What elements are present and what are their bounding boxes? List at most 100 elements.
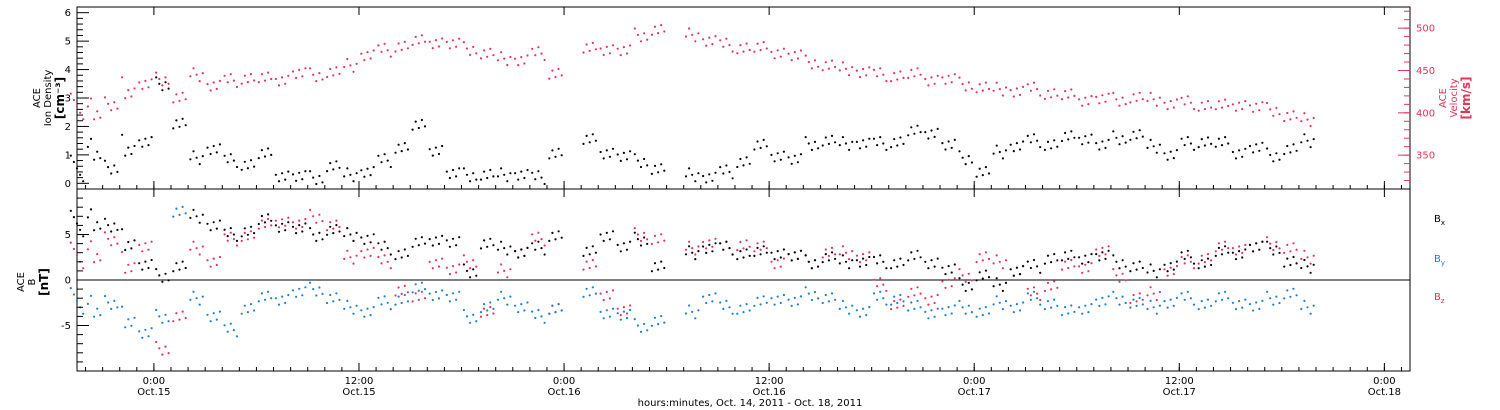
velocity-point [93,118,96,121]
density-point [594,139,598,142]
bx-point [885,267,888,270]
bz-point [475,265,478,268]
by-point [1163,300,1166,303]
bz-point [838,253,841,256]
by-point [99,314,102,317]
by-point [941,307,944,310]
bz-point [1112,268,1115,271]
velocity-point [793,51,796,54]
density-point [927,137,930,140]
bx-point [1180,251,1183,254]
velocity-point [178,99,181,102]
density-point [523,176,526,180]
bx-point [1015,266,1019,269]
bx-point [776,250,779,253]
density-point [941,142,944,145]
bz-point [181,310,184,313]
velocity-point [1155,104,1158,107]
bz-point [127,263,130,266]
velocity-point [981,89,984,92]
bz-point [599,292,602,295]
velocity-point [978,83,981,86]
velocity-point [263,79,267,82]
by-point [486,309,489,312]
by-point [465,315,469,318]
bz-point [218,255,221,259]
density-point [155,76,158,79]
by-point [599,310,602,313]
density-point [215,151,218,154]
by-point [933,315,936,318]
by-point [192,290,195,293]
bz-point [198,253,201,256]
bz-point [492,312,495,315]
velocity-point [1004,86,1008,89]
velocity-point [462,41,465,44]
by-point [739,304,742,307]
by-point [355,304,358,307]
bx-point [893,259,896,262]
velocity-point [1115,98,1118,101]
by-point [1189,297,1192,300]
density-point [184,124,187,127]
x-tick-label-date: Oct.16 [753,387,786,398]
by-point [782,293,786,297]
bx-point [281,222,284,225]
velocity-point [821,69,824,72]
bz-point [386,260,389,263]
bz-point [1115,274,1118,277]
density-point [1312,138,1315,141]
bx-point [773,258,776,261]
density-point [121,133,124,136]
by-point [332,300,335,303]
density-point [1152,145,1155,148]
bz-point [924,297,927,300]
density-point [1050,147,1053,150]
bx-point [1053,253,1056,256]
bx-point [862,257,865,260]
bx-point [719,242,722,245]
density-point [944,148,947,151]
velocity-point [257,81,260,84]
by-point [155,308,158,312]
bx-point [705,251,708,254]
density-point [172,127,175,130]
density-point [223,154,226,157]
density-point [636,159,640,162]
bz-point [660,233,663,236]
by-point [445,293,448,297]
by-point [736,312,739,315]
bx-point [1283,265,1286,268]
velocity-point [817,65,820,68]
bx-point [927,267,930,270]
bx-point [611,230,615,233]
bx-point [232,233,235,236]
density-point [441,144,444,148]
density-point [1289,151,1292,154]
by-point [394,303,397,306]
velocity-point [403,40,406,44]
bx-point [834,257,837,260]
bz-point [298,219,301,222]
by-point [257,300,260,303]
velocity-point [995,81,998,84]
density-point [448,176,451,180]
bz-point [779,265,782,268]
density-point [406,148,409,151]
bz-point [155,340,158,343]
by-point [714,292,717,295]
velocity-point [1206,100,1210,103]
bz-point [1266,236,1269,239]
by-point [1192,303,1196,306]
density-point [318,174,321,178]
bx-point [838,262,841,265]
velocity-point [420,34,423,37]
bz-point [195,247,198,250]
velocity-point [790,59,793,62]
density-point [1104,146,1107,149]
bx-point [93,229,96,232]
velocity-point [782,47,786,50]
density-point [1053,139,1056,142]
bx-point [540,247,543,250]
density-point [657,171,660,174]
